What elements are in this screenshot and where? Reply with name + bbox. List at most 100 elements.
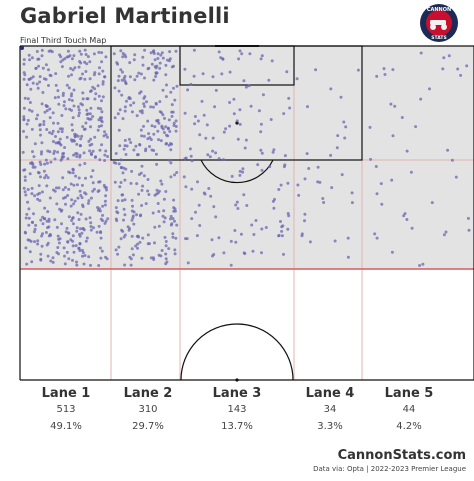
touch-point-lane-5 [419, 51, 423, 55]
touch-point-lane-4 [308, 240, 312, 244]
touch-point-lane-1 [70, 92, 74, 96]
touch-point-lane-3 [257, 109, 261, 113]
touch-point-lane-2 [138, 143, 142, 147]
touch-point-lane-1 [39, 175, 42, 179]
touch-point-lane-5 [405, 218, 409, 221]
touch-point-lane-1 [67, 74, 70, 78]
touch-point-lane-3 [196, 180, 199, 184]
touch-point-lane-3 [259, 122, 263, 126]
touch-point-lane-2 [159, 139, 163, 143]
touch-point-lane-1 [75, 183, 79, 187]
touch-point-lane-1 [104, 186, 108, 190]
touch-point-lane-1 [75, 229, 79, 233]
touch-point-lane-2 [134, 244, 138, 248]
touch-point-lane-1 [79, 137, 83, 141]
touch-point-lane-2 [164, 73, 168, 77]
touch-point-lane-3 [247, 84, 251, 88]
touch-point-lane-3 [236, 207, 240, 210]
touch-point-lane-3 [280, 234, 284, 238]
touch-point-lane-3 [196, 119, 200, 123]
touch-point-lane-5 [400, 116, 404, 119]
touch-point-lane-5 [447, 54, 451, 58]
touch-point-lane-2 [119, 181, 123, 184]
touch-point-lane-1 [78, 155, 82, 159]
touch-point-lane-1 [41, 232, 44, 236]
touch-point-lane-1 [72, 153, 76, 157]
touch-point-lane-5 [405, 149, 409, 153]
touch-point-lane-3 [224, 127, 228, 131]
touch-point-lane-2 [146, 119, 150, 123]
touch-point-lane-1 [80, 183, 84, 187]
touch-point-lane-1 [106, 217, 110, 221]
touch-point-lane-1 [78, 77, 82, 81]
touch-dots [21, 48, 471, 267]
touch-point-lane-2 [156, 52, 160, 56]
touch-point-lane-5 [368, 125, 372, 129]
touch-point-lane-1 [98, 246, 102, 250]
touch-point-lane-3 [213, 105, 217, 109]
touch-point-lane-1 [85, 62, 89, 66]
touch-point-lane-1 [47, 217, 51, 221]
touch-point-lane-1 [42, 120, 46, 123]
touch-point-lane-1 [88, 112, 92, 116]
touch-point-lane-1 [27, 223, 31, 227]
touch-point-lane-1 [72, 54, 76, 58]
touch-point-lane-2 [116, 252, 120, 256]
touch-point-lane-1 [35, 117, 38, 121]
touch-point-lane-5 [456, 67, 460, 71]
touch-point-lane-3 [260, 168, 264, 172]
touch-point-lane-3 [256, 163, 260, 167]
touch-point-lane-5 [441, 67, 445, 71]
touch-point-lane-1 [84, 176, 87, 180]
touch-point-lane-2 [132, 58, 136, 62]
lane-stats-4: Lane 4 34 3.3% [290, 386, 370, 432]
touch-point-lane-1 [97, 264, 101, 267]
touch-point-lane-2 [172, 206, 176, 210]
touch-point-lane-1 [26, 118, 30, 122]
touch-point-lane-1 [103, 199, 107, 203]
touch-point-lane-1 [89, 89, 93, 93]
touch-point-lane-1 [66, 194, 70, 197]
touch-point-lane-1 [79, 227, 82, 231]
touch-point-lane-5 [466, 216, 470, 220]
touch-point-lane-3 [272, 148, 276, 152]
touch-point-lane-2 [141, 63, 145, 67]
touch-point-lane-3 [234, 203, 238, 207]
touch-point-lane-1 [68, 54, 72, 58]
touch-point-lane-3 [188, 147, 192, 151]
touch-point-lane-3 [286, 181, 290, 185]
touch-point-lane-5 [446, 148, 450, 152]
lane-percentage: 13.7% [221, 421, 253, 432]
touch-point-lane-1 [77, 111, 81, 115]
touch-point-lane-1 [59, 60, 63, 64]
touch-point-lane-2 [157, 224, 161, 228]
touch-point-lane-1 [101, 80, 105, 84]
touch-point-lane-1 [97, 180, 101, 184]
touch-point-lane-3 [285, 70, 289, 74]
touch-point-lane-1 [71, 258, 74, 262]
touch-point-lane-3 [241, 167, 245, 171]
touch-point-lane-1 [55, 251, 59, 254]
touch-point-lane-2 [121, 171, 125, 175]
touch-point-lane-1 [65, 226, 69, 230]
touch-point-lane-2 [133, 78, 137, 82]
touch-point-lane-2 [169, 148, 173, 152]
touch-point-lane-2 [139, 72, 143, 76]
touch-point-lane-1 [96, 106, 100, 110]
touch-point-lane-2 [156, 202, 160, 205]
touch-point-lane-2 [164, 190, 168, 193]
touch-point-lane-1 [22, 186, 26, 190]
touch-point-lane-2 [143, 48, 147, 52]
touch-point-lane-1 [92, 73, 96, 77]
touch-point-lane-2 [119, 158, 123, 162]
brand-link[interactable]: CannonStats.com [337, 448, 466, 463]
touch-point-lane-2 [150, 62, 154, 66]
touch-point-lane-2 [169, 214, 173, 218]
touch-point-lane-3 [238, 49, 242, 53]
touch-point-lane-2 [150, 124, 154, 128]
touch-point-lane-2 [153, 125, 157, 129]
touch-point-lane-2 [120, 165, 123, 169]
touch-point-lane-3 [193, 122, 197, 126]
touch-point-lane-3 [233, 229, 237, 232]
touch-point-lane-3 [212, 205, 216, 209]
